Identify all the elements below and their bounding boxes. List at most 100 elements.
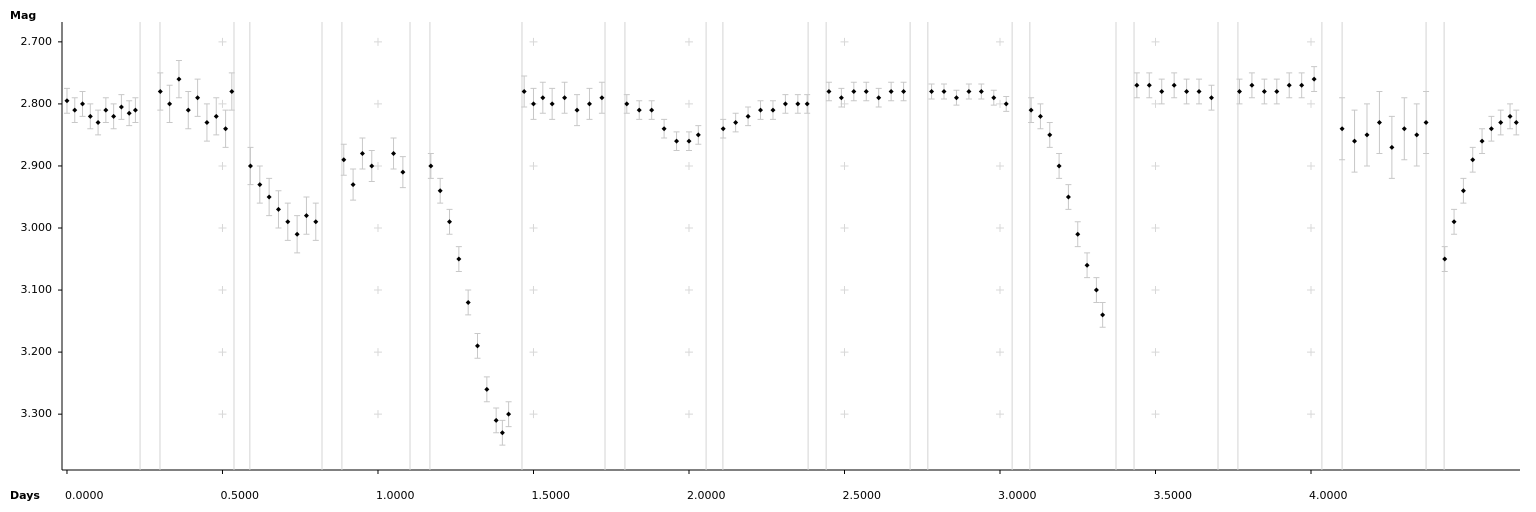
data-point bbox=[229, 88, 235, 94]
grid-cross bbox=[218, 348, 227, 357]
data-point bbox=[204, 120, 210, 126]
grid-cross bbox=[1307, 161, 1315, 170]
data-point bbox=[80, 101, 86, 107]
data-point bbox=[574, 107, 580, 113]
data-point bbox=[185, 107, 191, 113]
x-tick-label: 3.0000 bbox=[998, 489, 1037, 502]
data-point bbox=[1401, 126, 1407, 132]
grid-cross bbox=[995, 99, 1004, 108]
data-point bbox=[157, 88, 163, 94]
data-point bbox=[1460, 188, 1466, 194]
data-point bbox=[1286, 82, 1292, 88]
grid-cross bbox=[1307, 410, 1315, 419]
grid-cross bbox=[373, 286, 382, 295]
x-axis-title: Days bbox=[10, 489, 40, 502]
x-tick-label: 4.0000 bbox=[1309, 489, 1348, 502]
grid-cross bbox=[373, 348, 382, 357]
grid-cross bbox=[684, 410, 693, 419]
data-point bbox=[499, 430, 505, 436]
grid-cross bbox=[218, 99, 227, 108]
data-point bbox=[1451, 219, 1457, 225]
data-point bbox=[1171, 82, 1177, 88]
grid-cross bbox=[218, 410, 227, 419]
y-tick-label: 3.100 bbox=[21, 283, 53, 296]
data-point bbox=[966, 88, 972, 94]
data-point bbox=[266, 194, 272, 200]
data-point bbox=[1056, 163, 1062, 169]
data-point bbox=[1442, 256, 1448, 262]
grid-cross bbox=[840, 410, 849, 419]
data-point bbox=[118, 104, 124, 110]
data-point bbox=[294, 231, 300, 237]
y-axis-title: Mag bbox=[10, 9, 36, 22]
y-tick-label: 3.000 bbox=[21, 221, 53, 234]
data-point bbox=[350, 182, 356, 188]
data-point bbox=[826, 88, 832, 94]
data-point bbox=[929, 88, 935, 94]
data-point bbox=[285, 219, 291, 225]
data-point bbox=[1423, 120, 1429, 126]
x-tick-label: 0.0000 bbox=[65, 489, 104, 502]
grid-cross bbox=[840, 37, 849, 46]
grid-cross bbox=[1151, 410, 1160, 419]
data-point bbox=[530, 101, 536, 107]
data-point bbox=[1513, 120, 1519, 126]
data-point bbox=[475, 343, 481, 349]
data-point bbox=[1047, 132, 1053, 138]
y-tick-label: 2.800 bbox=[21, 97, 53, 110]
data-point bbox=[1389, 144, 1395, 150]
data-point bbox=[599, 95, 605, 101]
grid-cross bbox=[373, 224, 382, 233]
grid-cross bbox=[529, 410, 538, 419]
grid-cross bbox=[840, 161, 849, 170]
data-point bbox=[888, 88, 894, 94]
data-point bbox=[1507, 113, 1513, 119]
data-point bbox=[720, 126, 726, 132]
grid-cross bbox=[1151, 348, 1160, 357]
data-point bbox=[176, 76, 182, 82]
data-point bbox=[695, 132, 701, 138]
data-point bbox=[369, 163, 375, 169]
data-point bbox=[95, 120, 101, 126]
data-point bbox=[1028, 107, 1034, 113]
data-point bbox=[167, 101, 173, 107]
x-tick-label: 2.0000 bbox=[687, 489, 726, 502]
grid-cross bbox=[995, 37, 1004, 46]
data-point bbox=[686, 138, 692, 144]
grid-cross bbox=[218, 224, 227, 233]
data-point bbox=[1479, 138, 1485, 144]
data-point bbox=[359, 151, 365, 157]
grid-cross bbox=[218, 286, 227, 295]
data-point bbox=[1037, 113, 1043, 119]
data-point bbox=[400, 169, 406, 175]
x-tick-label: 3.5000 bbox=[1154, 489, 1193, 502]
y-tick-label: 3.300 bbox=[21, 407, 53, 420]
data-point bbox=[838, 95, 844, 101]
data-point bbox=[72, 107, 78, 113]
grid-cross bbox=[684, 286, 693, 295]
grid-cross bbox=[684, 348, 693, 357]
data-point bbox=[649, 107, 655, 113]
data-point bbox=[1311, 76, 1317, 82]
y-tick-label: 2.900 bbox=[21, 159, 53, 172]
grid-cross bbox=[1151, 286, 1160, 295]
data-point bbox=[851, 88, 857, 94]
data-point bbox=[341, 157, 347, 163]
data-point bbox=[1274, 88, 1280, 94]
data-point bbox=[901, 88, 907, 94]
data-point bbox=[1352, 138, 1358, 144]
grid-cross bbox=[1307, 224, 1315, 233]
data-point bbox=[1093, 287, 1099, 293]
grid-cross bbox=[1307, 99, 1315, 108]
data-point bbox=[87, 113, 93, 119]
data-point bbox=[1498, 120, 1504, 126]
data-point bbox=[275, 206, 281, 212]
data-point bbox=[795, 101, 801, 107]
data-point bbox=[64, 98, 70, 104]
grid-cross bbox=[218, 37, 227, 46]
data-point bbox=[195, 95, 201, 101]
data-point bbox=[1159, 88, 1165, 94]
data-point bbox=[782, 101, 788, 107]
